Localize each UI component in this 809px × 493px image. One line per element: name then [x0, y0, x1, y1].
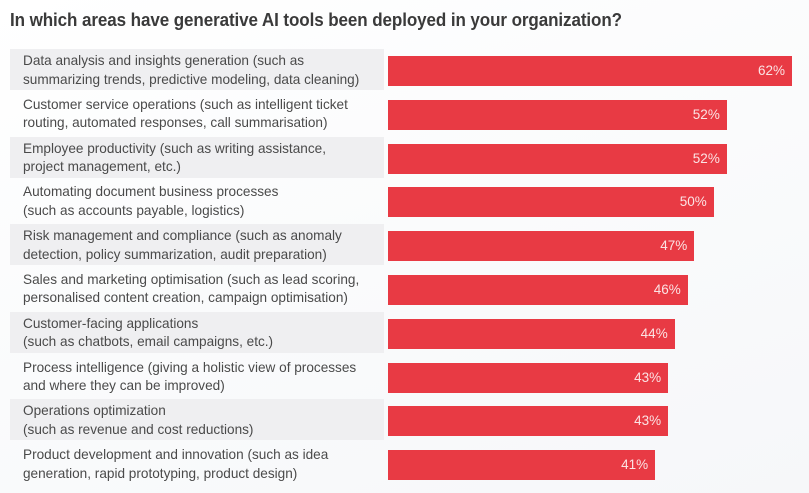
bar-row: Customer-facing applications (such as ch… [0, 311, 809, 356]
bar: 62% [388, 56, 792, 86]
bar-row: Process intelligence (giving a holistic … [0, 356, 809, 400]
category-label: Employee productivity (such as writing a… [23, 140, 326, 175]
bar: 46% [388, 274, 688, 305]
bar-value-label: 43% [634, 369, 662, 385]
bar-value-label: 43% [634, 413, 662, 429]
bar-row: Sales and marketing optimisation (such a… [0, 268, 809, 312]
row-background [10, 224, 384, 266]
bar-value-label: 62% [757, 63, 785, 78]
bar: 50% [388, 187, 714, 218]
bar-value-label: 44% [640, 325, 668, 341]
category-label: Automating document business processes (… [23, 184, 279, 218]
category-label: Customer-facing applications (such as ch… [23, 315, 274, 350]
bar-row: Automating document business processes (… [0, 180, 809, 224]
category-label: Sales and marketing optimisation (such a… [23, 271, 360, 306]
bar-row: Employee productivity (such as writing a… [0, 136, 809, 181]
row-background [10, 49, 384, 90]
bar: 47% [388, 231, 695, 262]
bar-value-label: 46% [653, 281, 681, 297]
bar-row: Product development and innovation (such… [0, 443, 809, 487]
bar: 43% [388, 362, 669, 393]
bar: 52% [388, 99, 727, 130]
bar-row: Customer service operations (such as int… [0, 93, 809, 137]
bar-value-label: 52% [692, 150, 720, 166]
bar-value-label: 52% [692, 106, 720, 122]
bar-row: Data analysis and insights generation (s… [0, 49, 809, 93]
category-label: Product development and innovation (such… [23, 447, 329, 481]
bar: 41% [388, 450, 656, 481]
bar: 52% [388, 143, 727, 174]
bar-value-label: 41% [621, 457, 649, 473]
category-label: Customer service operations (such as int… [23, 96, 348, 131]
row-background [10, 311, 384, 353]
category-label: Process intelligence (giving a holistic … [23, 359, 357, 394]
bar-value-label: 50% [679, 194, 707, 210]
bar: 44% [388, 318, 675, 349]
category-label: Operations optimization (such as revenue… [23, 403, 254, 437]
category-label: Data analysis and insights generation (s… [23, 53, 360, 87]
bar-value-label: 47% [660, 238, 688, 254]
chart-title: In which areas have generative AI tools … [10, 9, 622, 30]
row-background [10, 136, 384, 178]
category-label: Risk management and compliance (such as … [23, 228, 342, 262]
bar-row: Risk management and compliance (such as … [0, 224, 809, 268]
bar: 43% [388, 406, 669, 437]
bar-row: Operations optimization (such as revenue… [0, 399, 809, 443]
bar-chart: Data analysis and insights generation (s… [0, 49, 809, 487]
row-background [10, 399, 384, 441]
